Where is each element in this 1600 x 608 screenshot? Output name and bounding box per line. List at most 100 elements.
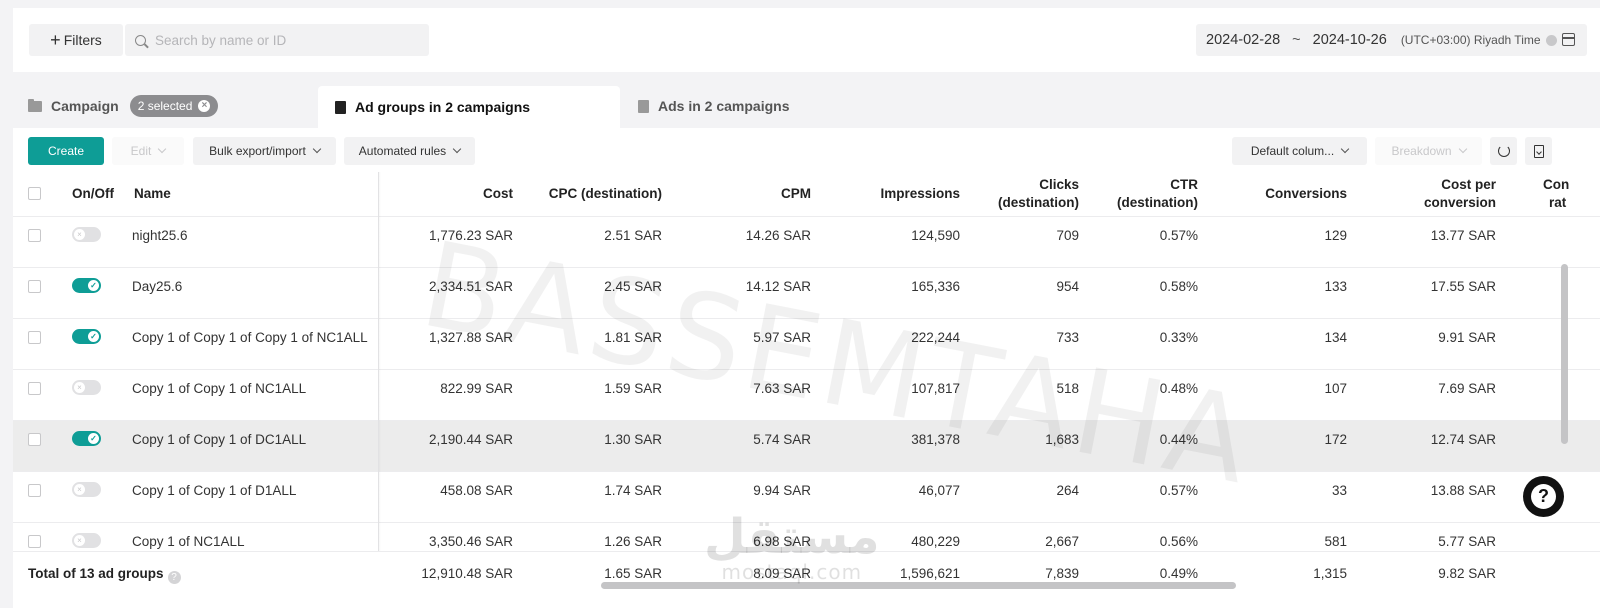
- ad-group-icon: [335, 100, 346, 114]
- col-cost-per-conversion[interactable]: Cost per conversion: [1347, 172, 1496, 216]
- cell-conversions: 172: [1324, 432, 1347, 447]
- refresh-icon: [1497, 145, 1510, 157]
- bulk-export-import-dropdown[interactable]: Bulk export/import: [193, 137, 336, 165]
- tab-campaign[interactable]: Campaign 2 selected ×: [28, 86, 219, 126]
- tab-ad-groups[interactable]: Ad groups in 2 campaigns: [318, 86, 620, 128]
- bulk-label: Bulk export/import: [209, 144, 306, 158]
- cell-cpc: 1.74 SAR: [604, 483, 662, 498]
- col-impressions[interactable]: Impressions: [811, 172, 960, 216]
- col-name-label: Name: [134, 185, 171, 201]
- row-checkbox[interactable]: [28, 484, 41, 497]
- total-impressions: 1,596,621: [899, 566, 960, 581]
- row-checkbox[interactable]: [28, 280, 41, 293]
- cell-clicks: 518: [1056, 381, 1079, 396]
- table-row[interactable]: × night25.6 1,776.23 SAR 2.51 SAR 14.26 SAR 1…: [13, 217, 1600, 268]
- status-toggle[interactable]: ✓: [72, 431, 101, 446]
- col-rate-line2: rat: [1549, 195, 1567, 210]
- ad-icon: [638, 99, 649, 113]
- cell-conversions: 129: [1324, 228, 1347, 243]
- export-button[interactable]: [1525, 137, 1552, 165]
- cell-impressions: 381,378: [911, 432, 960, 447]
- col-cpm[interactable]: CPM: [662, 172, 811, 216]
- cell-cost: 458.08 SAR: [440, 483, 513, 498]
- col-name[interactable]: Name: [134, 172, 334, 216]
- total-clicks: 7,839: [1045, 566, 1079, 581]
- create-label: Create: [47, 144, 85, 158]
- table-row[interactable]: × Copy 1 of Copy 1 of NC1ALL 822.99 SAR 1.5…: [13, 370, 1600, 421]
- ad-groups-panel: Create Edit Bulk export/import Automated…: [13, 128, 1600, 608]
- date-range-picker[interactable]: 2024-02-28 ~ 2024-10-26 (UTC+03:00) Riya…: [1196, 24, 1587, 56]
- col-clicks[interactable]: Clicks (destination): [960, 172, 1079, 216]
- row-checkbox[interactable]: [28, 433, 41, 446]
- filters-button[interactable]: + Filters: [29, 24, 123, 56]
- ad-group-name[interactable]: Day25.6: [132, 279, 183, 294]
- cell-cost: 822.99 SAR: [440, 381, 513, 396]
- tab-ads[interactable]: Ads in 2 campaigns: [638, 86, 789, 126]
- ad-group-name[interactable]: Copy 1 of NC1ALL: [132, 534, 245, 549]
- edit-dropdown[interactable]: Edit: [112, 137, 184, 165]
- cell-cpconv: 13.88 SAR: [1430, 483, 1496, 498]
- search-box[interactable]: [125, 24, 429, 56]
- col-cpc[interactable]: CPC (destination): [513, 172, 662, 216]
- top-filter-bar: + Filters 2024-02-28 ~ 2024-10-26 (UTC+0…: [13, 8, 1600, 72]
- status-toggle[interactable]: ✓: [72, 329, 101, 344]
- vertical-scrollbar[interactable]: [1561, 264, 1568, 444]
- col-cpconv-line1: Cost per: [1441, 176, 1496, 192]
- table-row[interactable]: × Copy 1 of NC1ALL 3,350.46 SAR 1.26 SAR 6.9…: [13, 523, 1600, 574]
- info-icon[interactable]: [1545, 34, 1557, 46]
- row-checkbox[interactable]: [28, 229, 41, 242]
- cell-clicks: 1,683: [1045, 432, 1079, 447]
- table-row[interactable]: ✓ Copy 1 of Copy 1 of DC1ALL 2,190.44 SAR 1…: [13, 421, 1600, 472]
- status-toggle[interactable]: ×: [72, 533, 101, 548]
- cell-cpm: 7.63 SAR: [753, 381, 811, 396]
- col-rate-line1: Con: [1543, 176, 1570, 192]
- col-cost[interactable]: Cost: [393, 172, 513, 216]
- frozen-column-shadow: [378, 172, 381, 592]
- tab-campaign-label: Campaign: [51, 98, 119, 114]
- table-row[interactable]: × Copy 1 of Copy 1 of D1ALL 458.08 SAR 1.74…: [13, 472, 1600, 523]
- cell-ctr: 0.57%: [1159, 228, 1198, 243]
- help-button[interactable]: ?: [1523, 476, 1564, 517]
- automated-rules-dropdown[interactable]: Automated rules: [344, 137, 475, 165]
- cell-cost: 2,334.51 SAR: [428, 279, 513, 294]
- breakdown-dropdown[interactable]: Breakdown: [1375, 137, 1482, 165]
- col-ctr-line2: (destination): [1117, 195, 1198, 210]
- status-toggle[interactable]: ✓: [72, 278, 101, 293]
- status-toggle[interactable]: ×: [72, 380, 101, 395]
- off-icon: ×: [77, 230, 82, 239]
- select-all-checkbox[interactable]: [28, 187, 41, 200]
- row-checkbox[interactable]: [28, 535, 41, 548]
- col-cost-label: Cost: [483, 185, 513, 201]
- selected-badge-label: 2 selected: [137, 99, 193, 113]
- status-toggle[interactable]: ×: [72, 227, 101, 242]
- row-checkbox[interactable]: [28, 382, 41, 395]
- ad-group-name[interactable]: Copy 1 of Copy 1 of D1ALL: [132, 483, 297, 498]
- cell-impressions: 46,077: [918, 483, 960, 498]
- help-icon[interactable]: ?: [167, 571, 181, 584]
- col-ctr[interactable]: CTR (destination): [1079, 172, 1198, 216]
- ad-group-name[interactable]: Copy 1 of Copy 1 of DC1ALL: [132, 432, 307, 447]
- totals-label: Total of 13 ad groups: [28, 566, 164, 581]
- chevron-down-icon: [312, 144, 322, 154]
- status-toggle[interactable]: ×: [72, 482, 101, 497]
- ad-group-name[interactable]: Copy 1 of Copy 1 of Copy 1 of NC1ALL: [132, 330, 368, 345]
- horizontal-scrollbar[interactable]: [601, 582, 1236, 589]
- cell-cpm: 14.12 SAR: [745, 279, 811, 294]
- table-row[interactable]: ✓ Copy 1 of Copy 1 of Copy 1 of NC1ALL 1,3…: [13, 319, 1600, 370]
- col-conversions[interactable]: Conversions: [1198, 172, 1347, 216]
- ad-group-name[interactable]: Copy 1 of Copy 1 of NC1ALL: [132, 381, 307, 396]
- ad-group-name[interactable]: night25.6: [132, 228, 188, 243]
- create-button[interactable]: Create: [28, 137, 104, 165]
- row-checkbox[interactable]: [28, 331, 41, 344]
- total-cost: 12,910.48 SAR: [421, 566, 513, 581]
- col-conversion-rate[interactable]: Con rat: [1543, 172, 1600, 216]
- cell-cpc: 2.45 SAR: [604, 279, 662, 294]
- columns-dropdown[interactable]: Default colum...: [1232, 137, 1367, 165]
- table-row[interactable]: ✓ Day25.6 2,334.51 SAR 2.45 SAR 14.12 SAR 165…: [13, 268, 1600, 319]
- search-input[interactable]: [155, 32, 415, 48]
- check-icon: ✓: [90, 434, 97, 443]
- selected-badge[interactable]: 2 selected ×: [129, 95, 219, 117]
- refresh-button[interactable]: [1490, 137, 1517, 165]
- clear-selection-icon[interactable]: ×: [198, 100, 211, 112]
- check-icon: ✓: [90, 281, 97, 290]
